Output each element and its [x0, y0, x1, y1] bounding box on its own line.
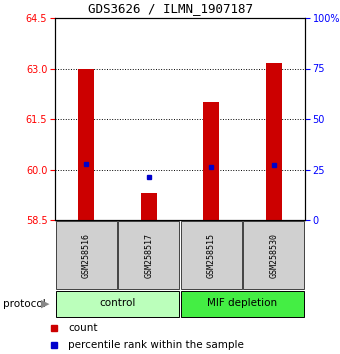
Bar — [181, 221, 242, 289]
Bar — [79, 69, 94, 220]
Text: GSM258517: GSM258517 — [144, 233, 153, 278]
Text: MIF depletion: MIF depletion — [207, 298, 277, 308]
Bar — [118, 221, 180, 289]
Text: percentile rank within the sample: percentile rank within the sample — [68, 340, 244, 350]
Text: GDS3626 / ILMN_1907187: GDS3626 / ILMN_1907187 — [87, 2, 253, 15]
Text: GSM258530: GSM258530 — [269, 233, 278, 278]
Text: ▶: ▶ — [41, 299, 50, 309]
Bar — [56, 221, 117, 289]
Text: control: control — [99, 298, 136, 308]
Text: count: count — [68, 323, 98, 333]
Bar — [243, 221, 304, 289]
Text: GSM258515: GSM258515 — [207, 233, 216, 278]
Bar — [56, 291, 180, 316]
Text: GSM258516: GSM258516 — [82, 233, 91, 278]
Bar — [203, 102, 219, 220]
Bar — [181, 291, 304, 316]
Bar — [266, 63, 282, 220]
Text: protocol: protocol — [3, 299, 46, 309]
Bar — [141, 193, 156, 220]
